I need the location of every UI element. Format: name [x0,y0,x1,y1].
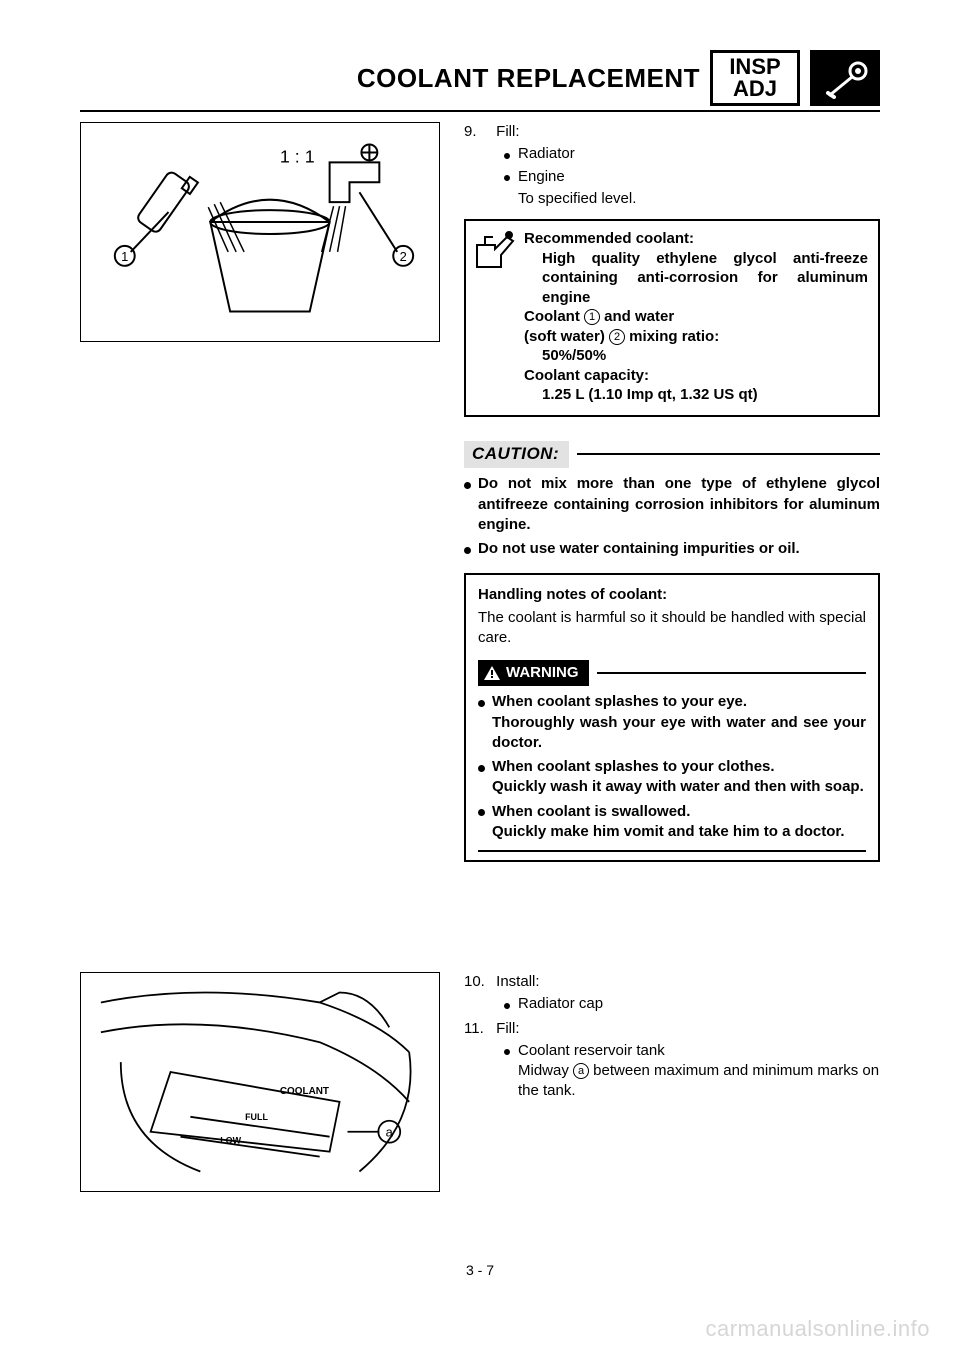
left-column-upper: 1 2 1 : 1 [80,122,440,862]
handling-heading: Handling notes of coolant: [478,585,866,605]
section-tab-badge: INSP ADJ [710,50,800,106]
figure-2-full-label: FULL [245,1112,268,1122]
spec-line-7: 1.25 L (1.10 Imp qt, 1.32 US qt) [524,385,868,405]
right-column-lower: 10. Install: Radiator cap 11. Fill: Cool… [464,972,880,1202]
left-column-lower: COOLANT FULL LOW a [80,972,440,1202]
header-divider [80,110,880,112]
step-11-bullets: Coolant reservoir tank Midway a between … [464,1041,880,1102]
caution-bullet-2: Do not use water containing impurities o… [464,539,880,559]
wrench-icon-badge [810,50,880,106]
step-11: 11. Fill: [464,1019,880,1039]
caution-label: CAUTION: [464,441,569,469]
spec-line-6: Coolant capacity: [524,366,868,386]
page-title: COOLANT REPLACEMENT [357,63,700,94]
step-10: 10. Install: [464,972,880,992]
figure-1-callout-1: 1 [121,249,128,264]
figure-1-svg: 1 2 1 : 1 [81,122,439,342]
spec-line-4: (soft water) 2 mixing ratio: [524,327,868,347]
step-11-number: 11. [464,1019,492,1039]
figure-2-low-label: LOW [220,1136,241,1146]
warning-rule [597,672,867,674]
figure-2-callout-a: a [386,1125,394,1140]
tab-line-2: ADJ [733,78,777,100]
warning-heading-row: WARNING [478,660,866,686]
caution-bullet-1: Do not mix more than one type of ethylen… [464,474,880,535]
right-column-upper: 9. Fill: Radiator Engine To specified le… [464,122,880,862]
step-10-label: Install: [496,973,539,990]
warning-label: WARNING [506,663,579,683]
figure-2-coolant-label: COOLANT [280,1086,329,1097]
figure-1-ratio-label: 1 : 1 [280,146,315,166]
spec-circled-2: 2 [609,329,625,345]
warning-bottom-rule [478,850,866,852]
figure-2-svg: COOLANT FULL LOW a [81,972,439,1192]
spec-line-2: High quality ethylene glycol anti-freeze… [524,249,868,308]
figure-2-reservoir: COOLANT FULL LOW a [80,972,440,1192]
spec-line-5: 50%/50% [524,346,868,366]
step-9-bullet-1: Radiator [504,144,880,164]
spec-line-3: Coolant 1 and water [524,307,868,327]
oil-can-icon [466,221,522,279]
step-10-number: 10. [464,972,492,992]
upper-body-grid: 1 2 1 : 1 9. Fill: Radiator Engine To sp… [80,122,880,862]
figure-1-mixing: 1 2 1 : 1 [80,122,440,342]
step-9-bullet-2: Engine [504,167,880,187]
step-9-subtext: To specified level. [464,189,880,209]
step-11-label: Fill: [496,1020,519,1037]
spec-line-1: Recommended coolant: [524,229,868,249]
step-11-bullet-1: Coolant reservoir tank Midway a between … [504,1041,880,1102]
spec-text: Recommended coolant: High quality ethyle… [522,221,878,415]
warning-bullet-3: When coolant is swallowed. Quickly make … [478,802,866,843]
warning-bullet-1: When coolant splashes to your eye. Thoro… [478,692,866,753]
step-9-number: 9. [464,122,492,142]
handling-intro: The coolant is harmful so it should be h… [478,608,866,649]
step-9-bullets: Radiator Engine [464,144,880,187]
handling-warning-box: Handling notes of coolant: The coolant i… [464,573,880,862]
tab-line-1: INSP [729,56,780,78]
step-10-bullet-1: Radiator cap [504,994,880,1014]
step-9-label: Fill: [496,123,519,140]
caution-heading-row: CAUTION: [464,441,880,469]
caution-rule [577,453,880,455]
step-11-circled-a: a [573,1063,589,1079]
warning-bullet-2: When coolant splashes to your clothes. Q… [478,757,866,798]
warning-bullets: When coolant splashes to your eye. Thoro… [478,692,866,842]
lower-body-grid: COOLANT FULL LOW a 10. Install: Radiator… [80,972,880,1202]
watermark: carmanualsonline.info [705,1316,930,1342]
wrench-icon [818,57,872,99]
manual-page: COOLANT REPLACEMENT INSP ADJ [0,0,960,1358]
spec-circled-1: 1 [584,309,600,325]
caution-bullets: Do not mix more than one type of ethylen… [464,474,880,559]
page-header: COOLANT REPLACEMENT INSP ADJ [80,50,880,106]
figure-1-callout-2: 2 [400,249,407,264]
warning-chip: WARNING [478,660,589,686]
page-number: 3 - 7 [80,1262,880,1278]
warning-triangle-icon [484,666,500,680]
step-10-bullets: Radiator cap [464,994,880,1014]
spec-box: Recommended coolant: High quality ethyle… [464,219,880,417]
step-9: 9. Fill: [464,122,880,142]
